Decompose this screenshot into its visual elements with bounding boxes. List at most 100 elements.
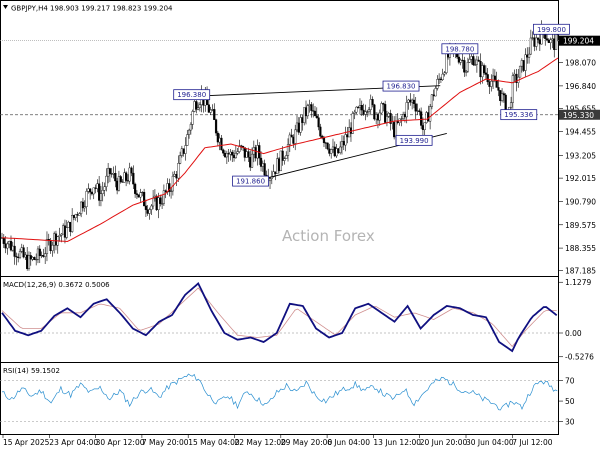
candle-body <box>36 248 40 260</box>
candle-body <box>45 239 49 254</box>
candle-body <box>438 78 441 80</box>
candle-body <box>18 251 22 258</box>
candle-body <box>317 117 320 128</box>
candle-body <box>355 106 358 113</box>
candle-body <box>63 225 67 238</box>
annotation-box <box>500 109 538 121</box>
macd-line <box>1 282 558 353</box>
candle-body <box>412 99 416 104</box>
y-tick-label: 196.840 <box>565 82 596 91</box>
chart-frame <box>0 0 559 435</box>
price-annotation: 199.800 <box>533 23 570 35</box>
x-tick-label: 6 Jun 04:00 <box>327 438 370 447</box>
candle-body <box>76 214 79 216</box>
price-tag: 195.330 <box>559 109 600 120</box>
price-tag-box <box>559 35 600 46</box>
x-tick-label: 30 Jun 04:00 <box>466 438 514 447</box>
candle-body <box>369 99 372 110</box>
candle-body <box>119 176 122 183</box>
candle-body <box>213 109 216 120</box>
candle-body <box>297 122 300 133</box>
annotation-box <box>395 134 433 146</box>
candle-body <box>331 146 335 150</box>
x-tick-label: 7 May 20:00 <box>142 438 189 447</box>
candle-body <box>310 104 313 111</box>
candle-body <box>62 225 65 235</box>
candle-body <box>186 134 189 146</box>
candle-body <box>371 99 374 106</box>
candle-body <box>67 221 70 228</box>
candle-body <box>319 126 322 137</box>
candle-body <box>276 158 279 174</box>
macd-title: MACD(12,26,9) 0.3672 0.5006 <box>3 281 110 289</box>
candle-body <box>69 221 72 232</box>
y-tick-label: 187.185 <box>565 266 596 275</box>
candle-body <box>168 183 171 192</box>
candle-body <box>391 122 394 124</box>
candle-body <box>60 233 63 236</box>
candle-body <box>430 94 434 107</box>
x-tick-label: 23 Apr 04:00 <box>49 438 98 447</box>
candle-body <box>112 173 115 175</box>
candle-body <box>349 127 353 134</box>
candle-body <box>443 72 446 75</box>
x-tick-label: 30 Apr 12:00 <box>96 438 145 447</box>
annotation-box <box>232 175 269 187</box>
candle-body <box>468 59 471 63</box>
candle-body <box>24 254 27 258</box>
candle-body <box>380 103 383 114</box>
candle-body <box>407 99 410 103</box>
candle-body <box>432 94 435 97</box>
y-tick-label: 194.455 <box>565 127 596 136</box>
candle-body <box>108 168 112 174</box>
annotation-label: 196.380 <box>177 91 206 99</box>
candle-body <box>526 54 529 58</box>
candle-body <box>85 191 88 207</box>
candle-body <box>366 111 369 113</box>
candle-body <box>105 175 108 187</box>
dropdown-triangle-icon[interactable] <box>3 5 8 9</box>
candle-body <box>470 56 473 60</box>
candle-body <box>303 107 306 123</box>
candle-body <box>306 105 309 117</box>
y-tick-label: 190.790 <box>565 198 596 207</box>
candle-body <box>288 134 291 145</box>
candle-body <box>72 215 76 218</box>
candle-body <box>527 53 531 58</box>
rsi-y-tick-label: 30 <box>565 418 575 427</box>
candle-body <box>531 37 534 39</box>
candle-body <box>146 209 149 214</box>
candle-body <box>547 39 550 43</box>
candle-body <box>405 102 408 118</box>
candle-body <box>74 214 77 218</box>
candle-body <box>464 71 468 73</box>
candle-body <box>357 106 360 108</box>
candle-body <box>123 172 126 183</box>
price-annotation: 193.990 <box>395 134 433 146</box>
y-tick-label: 193.205 <box>565 151 596 160</box>
candle-body <box>473 64 477 66</box>
candle-body <box>400 118 403 120</box>
candle-body <box>225 153 228 158</box>
y-tick-label: 195.655 <box>565 105 596 114</box>
price-tag-label: 195.330 <box>563 111 594 120</box>
candle-body <box>148 209 151 214</box>
candle-body <box>196 107 200 110</box>
candle-body <box>177 163 180 179</box>
candle-body <box>466 62 469 72</box>
candle-body <box>535 37 538 47</box>
candle-body <box>54 233 58 246</box>
candle-body <box>31 257 34 260</box>
candle-body <box>484 72 487 75</box>
candle-body <box>376 114 380 121</box>
candle-body <box>382 103 385 105</box>
candle-body <box>482 65 486 74</box>
candle-body <box>173 174 176 177</box>
x-tick-label: 7 Jul 12:00 <box>512 438 552 447</box>
candle-body <box>231 151 234 156</box>
candle-body <box>481 65 484 78</box>
candle-body <box>279 150 282 172</box>
candle-body <box>247 151 250 158</box>
candles <box>0 20 559 271</box>
